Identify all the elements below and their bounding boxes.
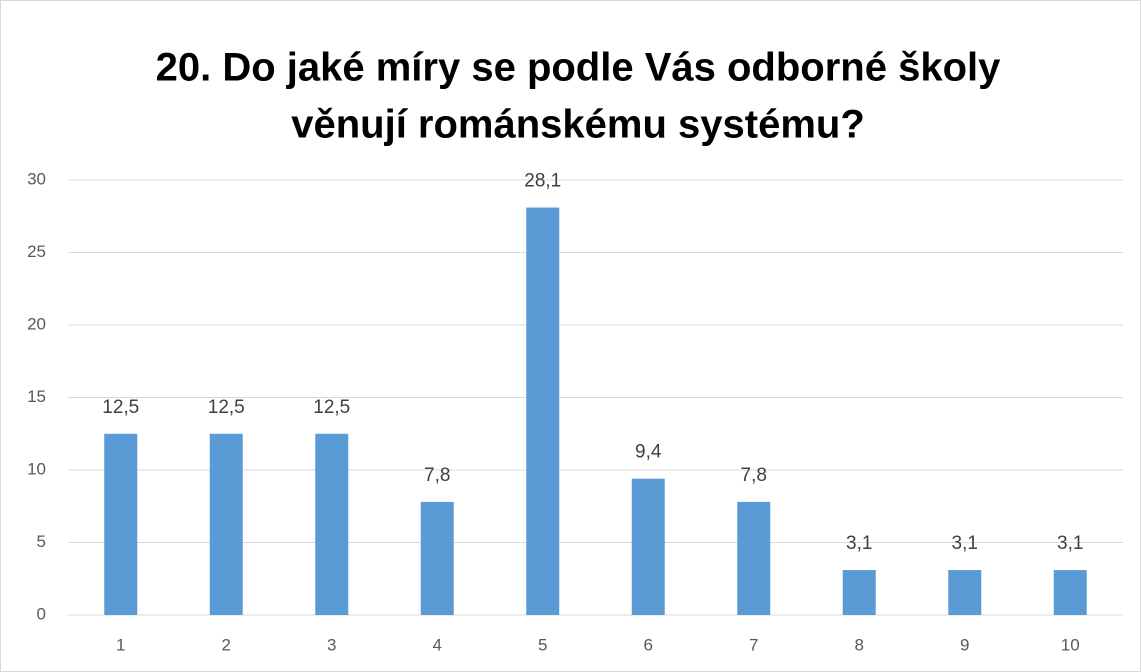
x-tick-label: 3 (327, 635, 336, 654)
x-tick-label: 5 (538, 635, 547, 654)
bar (104, 433, 138, 615)
x-tick-label: 7 (749, 635, 758, 654)
x-tick-label: 2 (222, 635, 231, 654)
data-label: 28,1 (524, 171, 561, 192)
x-tick-label: 4 (433, 635, 442, 654)
bar (209, 433, 243, 615)
bar (315, 433, 349, 615)
x-tick-label: 8 (855, 635, 864, 654)
x-tick-label: 1 (116, 635, 125, 654)
bar (1053, 570, 1087, 615)
bar (420, 501, 454, 615)
bar (631, 478, 665, 615)
data-label: 9,4 (635, 442, 662, 463)
y-tick-label: 5 (37, 532, 46, 551)
y-tick-label: 10 (27, 459, 46, 478)
y-tick-label: 25 (27, 242, 46, 261)
data-label: 3,1 (952, 533, 978, 554)
data-label: 12,5 (208, 397, 245, 418)
data-label: 12,5 (313, 397, 350, 418)
chart-title: 20. Do jaké míry se podle Vás odborné šk… (156, 46, 1002, 90)
data-label: 7,8 (741, 465, 767, 486)
data-label: 3,1 (1057, 533, 1083, 554)
bar (948, 570, 982, 615)
y-tick-label: 0 (37, 604, 46, 623)
chart-title: věnují románskému systému? (291, 103, 865, 147)
y-tick-label: 20 (27, 314, 46, 333)
x-tick-label: 9 (960, 635, 969, 654)
x-tick-label: 10 (1061, 635, 1080, 654)
bar (526, 207, 560, 616)
y-tick-label: 15 (27, 387, 46, 406)
y-tick-label: 30 (27, 169, 46, 188)
data-label: 12,5 (102, 397, 139, 418)
data-label: 3,1 (846, 533, 872, 554)
bar (842, 570, 876, 615)
x-tick-label: 6 (644, 635, 653, 654)
data-label: 7,8 (424, 465, 450, 486)
bar (737, 501, 771, 615)
